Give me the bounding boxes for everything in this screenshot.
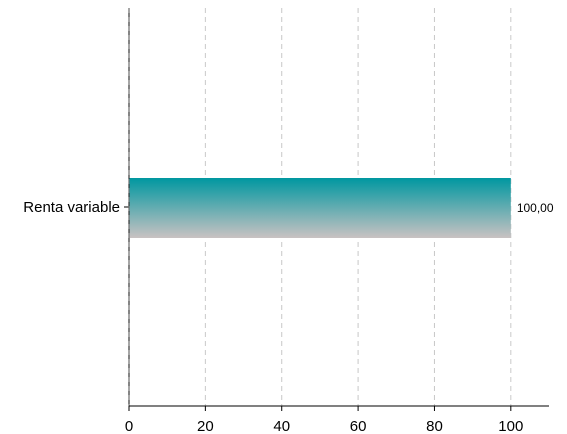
bar-0 [129, 178, 511, 238]
x-tick-label-3: 60 [350, 418, 367, 434]
x-tick-label-5: 100 [498, 418, 523, 434]
labels: 100,00 Renta variable 0 20 40 60 80 100 [23, 199, 554, 434]
x-tick-label-4: 80 [426, 418, 443, 434]
bars [129, 178, 511, 238]
x-tick-label-0: 0 [125, 418, 133, 434]
x-tick-label-2: 40 [273, 418, 290, 434]
data-label-0: 100,00 [517, 201, 554, 215]
y-tick-label-0: Renta variable [23, 199, 120, 216]
x-tick-label-1: 20 [197, 418, 214, 434]
axes [124, 8, 549, 411]
